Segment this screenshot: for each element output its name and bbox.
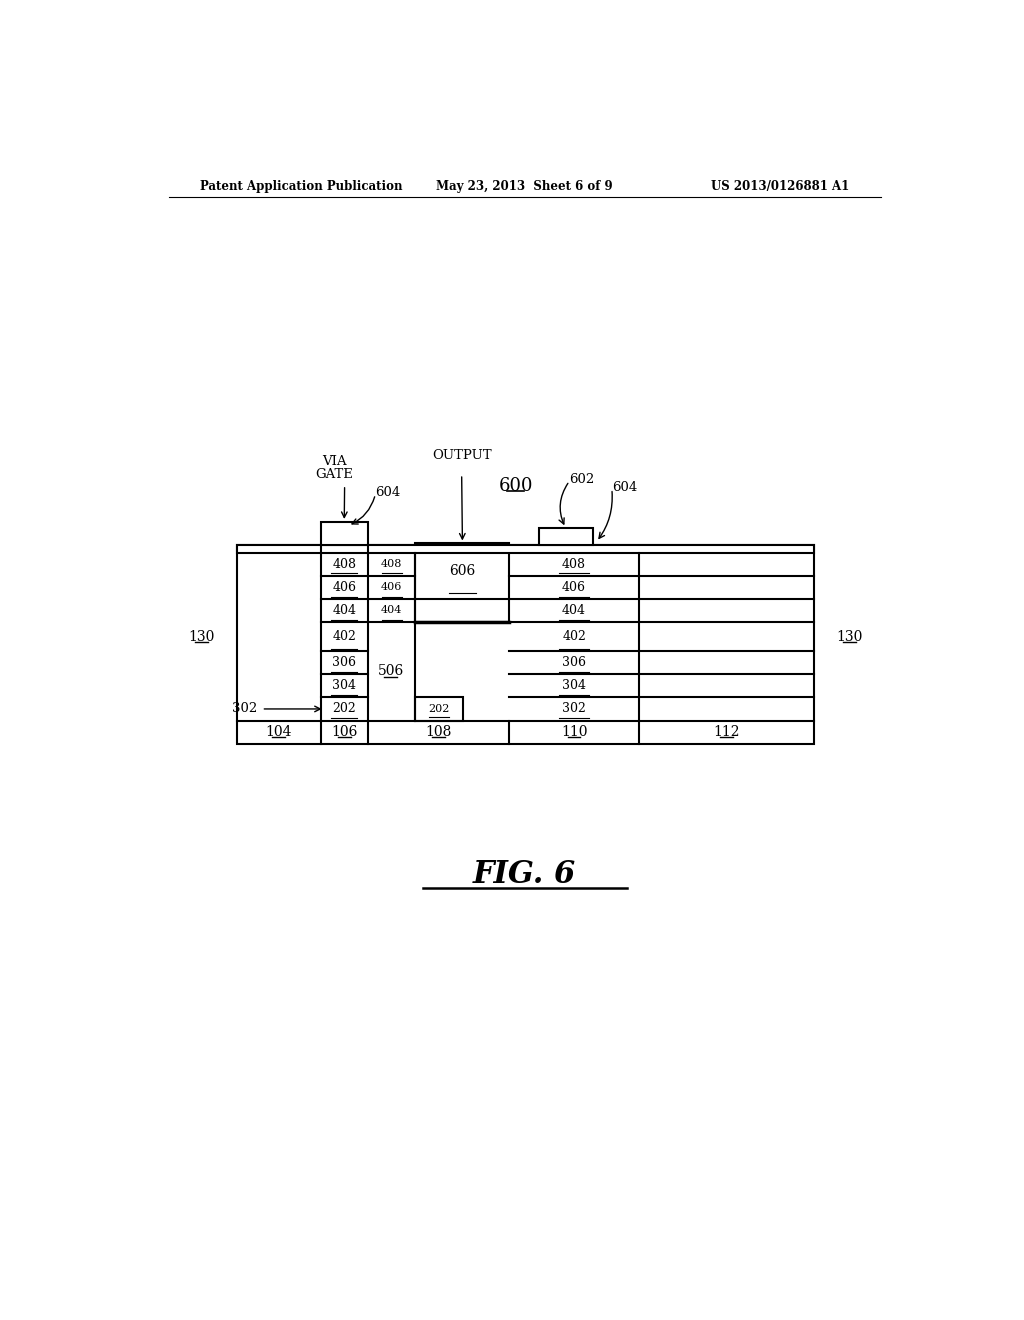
Text: 604: 604 <box>376 486 400 499</box>
Text: 108: 108 <box>425 725 452 739</box>
Text: 600: 600 <box>499 477 532 495</box>
Text: 404: 404 <box>562 603 586 616</box>
Text: 402: 402 <box>333 630 356 643</box>
Text: 406: 406 <box>332 581 356 594</box>
Text: 404: 404 <box>332 603 356 616</box>
Text: 110: 110 <box>561 725 588 739</box>
Bar <box>539 528 593 545</box>
Text: 306: 306 <box>562 656 586 669</box>
Text: 404: 404 <box>381 606 402 615</box>
Text: 506: 506 <box>378 664 403 678</box>
Text: 104: 104 <box>265 725 292 739</box>
Text: 408: 408 <box>381 560 402 569</box>
Text: OUTPUT: OUTPUT <box>432 449 492 462</box>
Bar <box>416 697 463 721</box>
Text: 202: 202 <box>333 702 356 715</box>
Text: 130: 130 <box>188 630 215 644</box>
Text: Patent Application Publication: Patent Application Publication <box>200 181 402 194</box>
Text: 304: 304 <box>562 680 586 693</box>
Text: FIG. 6: FIG. 6 <box>473 859 577 890</box>
Bar <box>237 545 814 743</box>
Text: VIA: VIA <box>323 455 347 469</box>
Bar <box>321 521 368 545</box>
Text: 408: 408 <box>562 557 586 570</box>
Text: 602: 602 <box>569 473 595 486</box>
Text: 606: 606 <box>450 564 475 578</box>
Text: 604: 604 <box>611 480 637 494</box>
Text: May 23, 2013  Sheet 6 of 9: May 23, 2013 Sheet 6 of 9 <box>436 181 613 194</box>
Bar <box>237 545 814 553</box>
Text: 406: 406 <box>562 581 586 594</box>
Text: 112: 112 <box>714 725 739 739</box>
Text: 302: 302 <box>562 702 586 715</box>
Text: 202: 202 <box>429 704 450 714</box>
Text: 402: 402 <box>562 630 586 643</box>
Text: 304: 304 <box>332 680 356 693</box>
Text: 302: 302 <box>231 702 257 715</box>
Text: 106: 106 <box>331 725 357 739</box>
Text: 406: 406 <box>381 582 402 593</box>
Text: US 2013/0126881 A1: US 2013/0126881 A1 <box>712 181 850 194</box>
Text: 408: 408 <box>332 557 356 570</box>
Text: 130: 130 <box>837 630 863 644</box>
Text: 306: 306 <box>332 656 356 669</box>
Bar <box>416 544 509 622</box>
Text: GATE: GATE <box>315 469 353 480</box>
